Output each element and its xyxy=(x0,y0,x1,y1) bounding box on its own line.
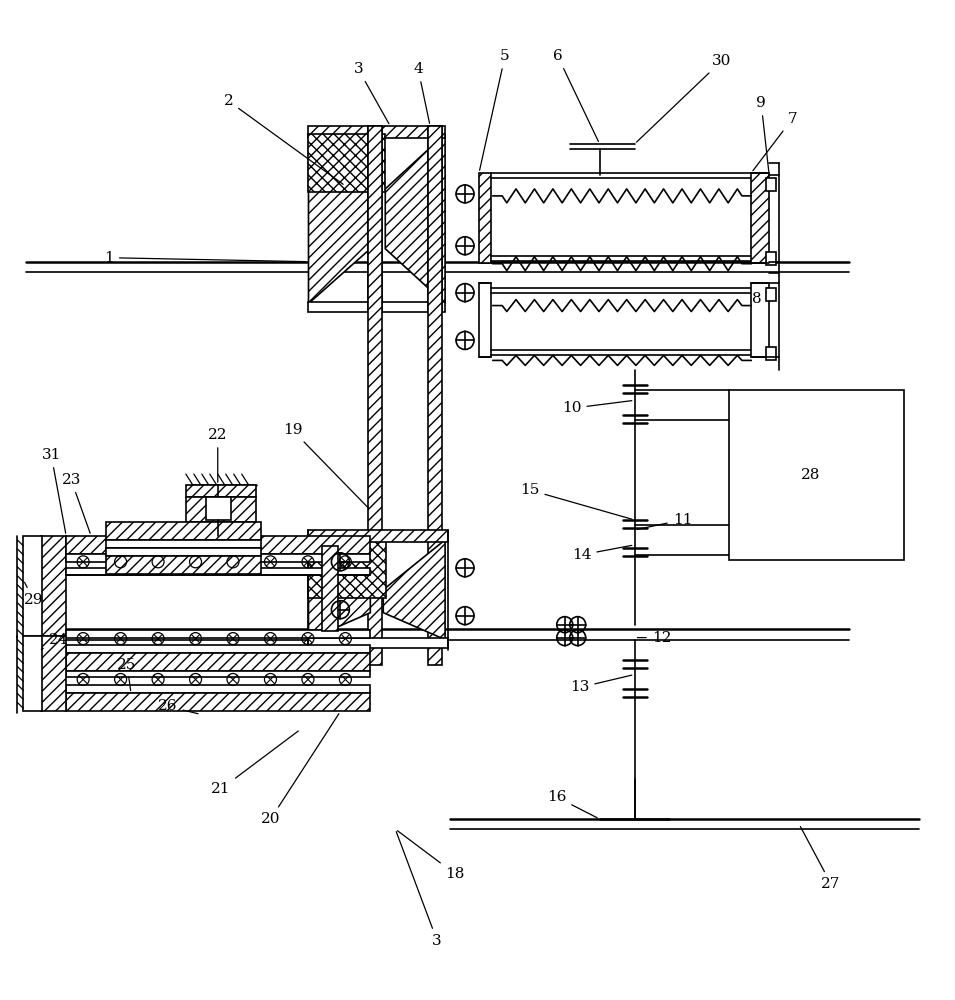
Bar xyxy=(308,302,445,312)
Polygon shape xyxy=(385,134,445,304)
Text: 4: 4 xyxy=(414,62,430,123)
Text: 31: 31 xyxy=(42,448,66,533)
Bar xyxy=(369,126,382,311)
Bar xyxy=(106,548,261,556)
Bar xyxy=(66,653,371,671)
Text: 19: 19 xyxy=(283,423,369,508)
Text: 13: 13 xyxy=(570,675,632,694)
Bar xyxy=(186,485,256,497)
Bar xyxy=(66,645,371,653)
Bar xyxy=(308,530,448,542)
Bar xyxy=(479,173,491,263)
Text: 23: 23 xyxy=(61,473,90,533)
Bar xyxy=(23,536,42,636)
Bar xyxy=(106,522,261,540)
Bar xyxy=(766,252,776,265)
Text: 7: 7 xyxy=(753,112,796,171)
Text: 30: 30 xyxy=(637,54,731,142)
Text: 9: 9 xyxy=(756,96,769,172)
Text: 3: 3 xyxy=(353,62,389,124)
Bar xyxy=(730,390,903,560)
Bar xyxy=(752,173,769,263)
Bar xyxy=(66,536,371,554)
Text: 24: 24 xyxy=(41,633,68,650)
Polygon shape xyxy=(308,134,371,304)
Text: 27: 27 xyxy=(800,827,840,891)
Bar xyxy=(106,540,261,548)
Bar xyxy=(323,546,338,631)
Bar xyxy=(186,497,256,522)
Bar xyxy=(205,497,231,520)
Text: 1: 1 xyxy=(104,251,306,265)
Bar xyxy=(66,685,371,693)
Text: 10: 10 xyxy=(562,401,632,415)
Bar xyxy=(479,283,491,357)
Bar xyxy=(66,568,371,575)
Bar xyxy=(369,126,382,665)
Bar xyxy=(752,283,769,357)
Text: 22: 22 xyxy=(208,428,227,482)
Bar xyxy=(41,636,66,711)
Text: 29: 29 xyxy=(24,582,43,607)
Text: 20: 20 xyxy=(261,714,339,826)
Text: 28: 28 xyxy=(801,468,820,482)
Text: 2: 2 xyxy=(223,94,343,184)
Bar xyxy=(106,556,261,574)
Text: 25: 25 xyxy=(117,658,137,691)
Bar xyxy=(66,630,371,638)
Polygon shape xyxy=(383,540,445,640)
Bar xyxy=(66,554,371,562)
Bar xyxy=(308,134,385,192)
Bar xyxy=(766,288,776,301)
Text: 26: 26 xyxy=(159,699,198,714)
Bar xyxy=(766,178,776,191)
Text: 11: 11 xyxy=(637,513,692,529)
Bar xyxy=(41,536,66,636)
Bar xyxy=(66,671,371,677)
Text: 14: 14 xyxy=(572,545,632,562)
Bar xyxy=(308,638,448,648)
Text: 5: 5 xyxy=(479,49,510,170)
Bar xyxy=(766,347,776,360)
Bar xyxy=(428,126,442,311)
Text: 18: 18 xyxy=(397,831,465,881)
Text: 8: 8 xyxy=(753,288,767,306)
Polygon shape xyxy=(308,540,371,640)
Bar xyxy=(308,540,386,598)
Bar xyxy=(428,126,442,665)
Text: 12: 12 xyxy=(637,631,671,645)
Bar xyxy=(23,636,42,711)
Text: 6: 6 xyxy=(553,49,599,142)
Text: 3: 3 xyxy=(396,832,442,948)
Text: 15: 15 xyxy=(520,483,632,519)
Text: 21: 21 xyxy=(211,731,298,796)
Bar xyxy=(308,126,445,138)
Bar xyxy=(66,693,371,711)
Text: 16: 16 xyxy=(547,790,597,818)
